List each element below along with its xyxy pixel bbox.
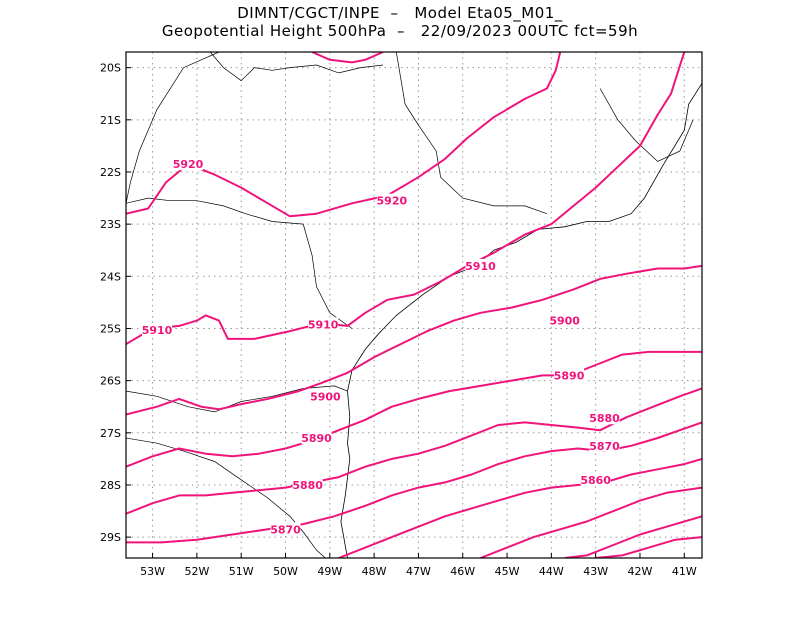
contour-line-5900	[126, 264, 702, 416]
x-tick-label: 53W	[140, 565, 165, 578]
contour-label: 5890	[301, 432, 332, 445]
x-tick-label: 47W	[406, 565, 431, 578]
coastline	[340, 83, 702, 558]
contour-label: 5870	[270, 523, 301, 536]
state-border	[126, 52, 220, 204]
contour-line-5860	[338, 457, 702, 558]
title-line-1: DIMNT/CGCT/INPE – Model Eta05_M01_	[237, 4, 563, 22]
contour-line-5920	[126, 52, 562, 218]
state-border	[126, 385, 348, 413]
x-tick-label: 49W	[317, 565, 342, 578]
state-border	[209, 52, 384, 82]
contour-label-bg	[308, 317, 339, 331]
x-tick-label: 50W	[273, 565, 298, 578]
geographic-outlines	[126, 52, 702, 558]
contour-labels: 5920 5920 5910 5910 5910 5900 5900 5890 5890 5880…	[142, 157, 620, 536]
y-tick-label: 27S	[100, 427, 121, 440]
contour-line-5890	[126, 350, 702, 468]
y-tick-label: 25S	[100, 322, 121, 335]
contour-label-bg	[173, 157, 204, 171]
contour-label: 5920	[377, 195, 408, 208]
contour-line-5920	[311, 52, 384, 64]
y-tick-label: 28S	[100, 479, 121, 492]
y-tick-label: 24S	[100, 270, 121, 283]
contour-line-5850	[480, 486, 702, 558]
y-tick-label: 21S	[100, 114, 121, 127]
contour-label-bg	[589, 438, 620, 452]
y-tick-label: 26S	[100, 375, 121, 388]
title-line-2: Geopotential Height 500hPa – 22/09/2023 …	[161, 22, 639, 40]
contour-label: 5860	[580, 474, 611, 487]
contour-line-5910	[126, 52, 686, 345]
state-border	[126, 437, 326, 558]
contour-label: 5910	[465, 260, 496, 273]
contour-label-bg	[554, 368, 585, 382]
contour-label-bg	[292, 477, 323, 491]
contour-line-5880	[126, 387, 702, 515]
y-tick-label: 20S	[100, 62, 121, 75]
height-contours	[126, 52, 702, 558]
x-tick-label: 42W	[628, 565, 653, 578]
y-tick-label: 22S	[100, 166, 121, 179]
contour-label: 5870	[589, 440, 620, 453]
contour-label: 5920	[173, 158, 204, 171]
contour-label: 5890	[554, 369, 585, 382]
state-border	[599, 88, 694, 162]
state-border	[395, 52, 548, 215]
contour-label-bg	[589, 411, 620, 425]
contour-line-5840	[564, 515, 702, 558]
contour-line-5870	[126, 421, 702, 544]
contour-label: 5900	[549, 315, 580, 328]
grid-lines	[126, 52, 702, 558]
x-tick-label: 48W	[362, 565, 387, 578]
contour-label-bg	[376, 193, 407, 207]
y-tick-label: 29S	[100, 531, 121, 544]
contour-label: 5900	[310, 390, 341, 403]
chart-title: DIMNT/CGCT/INPE – Model Eta05_M01_ Geopot…	[0, 4, 800, 40]
contour-label-bg	[142, 323, 173, 337]
contour-label: 5910	[308, 318, 339, 331]
x-tick-label: 52W	[184, 565, 209, 578]
contour-label-bg	[549, 313, 580, 327]
x-tick-label: 41W	[672, 565, 697, 578]
state-border	[126, 197, 149, 204]
contour-label: 5880	[589, 412, 620, 425]
contour-label-bg	[310, 389, 341, 403]
contour-label-bg	[301, 431, 332, 445]
contour-label-bg	[580, 472, 611, 486]
x-tick-label: 43W	[583, 565, 608, 578]
axis-ticks: 53W 52W 51W 50W 49W 48W 47W 46W 45W 44W 43W 42W 41W 2…	[100, 62, 697, 578]
contour-label-bg	[465, 258, 496, 272]
contour-label-bg	[270, 522, 301, 536]
x-tick-label: 51W	[229, 565, 254, 578]
x-tick-label: 46W	[450, 565, 475, 578]
contour-label: 5910	[142, 324, 173, 337]
contour-label: 5880	[292, 479, 323, 492]
x-tick-label: 44W	[539, 565, 564, 578]
contour-line-5830	[595, 536, 702, 558]
x-tick-label: 45W	[495, 565, 520, 578]
y-tick-label: 23S	[100, 218, 121, 231]
state-border	[148, 197, 353, 329]
plot-frame	[125, 51, 703, 559]
